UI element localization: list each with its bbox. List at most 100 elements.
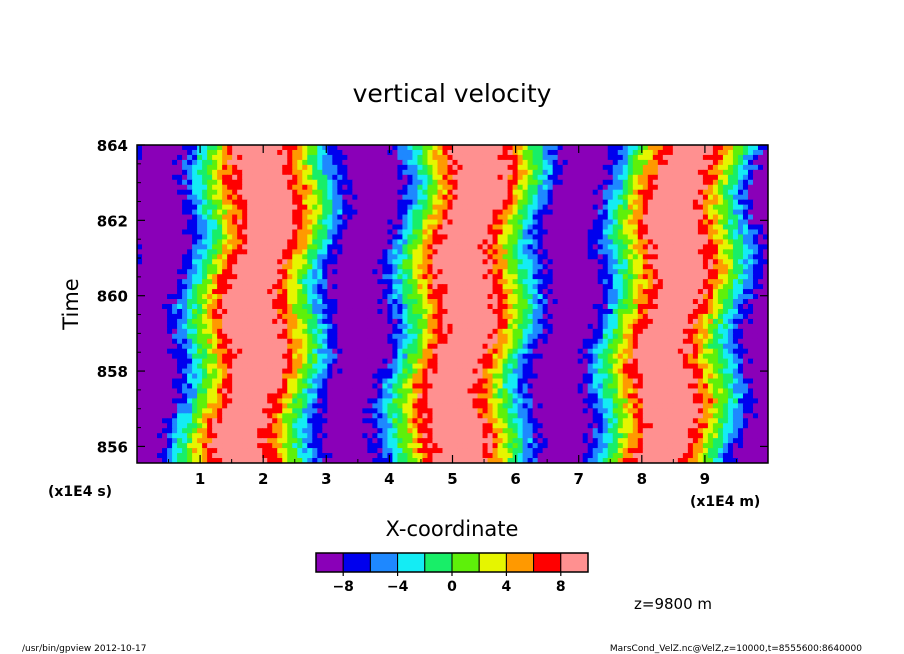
heatmap-cell — [432, 234, 439, 241]
heatmap-cell — [647, 145, 654, 151]
heatmap-cell — [567, 308, 574, 315]
heatmap-cell — [487, 219, 494, 226]
heatmap-cell — [362, 254, 368, 260]
heatmap-cell — [232, 323, 238, 330]
heatmap-cell — [552, 279, 559, 285]
heatmap-cell — [402, 308, 409, 315]
heatmap-cell — [297, 154, 303, 161]
heatmap-cell — [657, 204, 664, 211]
heatmap-cell — [372, 189, 378, 196]
heatmap-cell — [707, 164, 714, 171]
heatmap-cell — [647, 239, 654, 245]
heatmap-cell — [272, 239, 278, 245]
heatmap-cell — [327, 154, 333, 161]
heatmap-cell — [402, 259, 409, 265]
heatmap-cell — [557, 159, 564, 166]
heatmap-cell — [517, 284, 524, 290]
heatmap-cell — [417, 328, 424, 335]
heatmap-cell — [337, 194, 343, 201]
heatmap-cell — [442, 179, 449, 186]
heatmap-cell — [747, 294, 754, 300]
heatmap-cell — [677, 249, 684, 255]
heatmap-cell — [732, 145, 739, 151]
heatmap-cell — [212, 229, 218, 236]
heatmap-cell — [467, 184, 474, 191]
heatmap-cell — [637, 299, 644, 305]
heatmap-cell — [447, 304, 454, 310]
heatmap-cell — [427, 169, 434, 176]
heatmap-cell — [457, 234, 464, 241]
heatmap-cell — [707, 318, 714, 325]
heatmap-cell — [602, 244, 609, 250]
heatmap-cell — [487, 239, 494, 245]
heatmap-cell — [292, 254, 298, 260]
heatmap-cell — [302, 154, 308, 161]
heatmap-cell — [552, 299, 559, 305]
heatmap-cell — [152, 313, 158, 320]
heatmap-cell — [397, 169, 404, 176]
heatmap-cell — [147, 274, 153, 280]
heatmap-cell — [562, 145, 569, 151]
heatmap-cell — [642, 279, 649, 285]
heatmap-cell — [637, 264, 644, 270]
heatmap-cell — [607, 313, 614, 320]
heatmap-cell — [317, 169, 323, 176]
heatmap-cell — [272, 214, 278, 221]
heatmap-cell — [612, 154, 619, 161]
heatmap-cell — [512, 174, 519, 181]
heatmap-cell — [592, 189, 599, 196]
heatmap-cell — [197, 189, 203, 196]
heatmap-cell — [552, 264, 559, 270]
heatmap-cell — [722, 259, 729, 265]
heatmap-cell — [732, 318, 739, 325]
heatmap-cell — [232, 284, 238, 290]
heatmap-cell — [577, 174, 584, 181]
heatmap-cell — [452, 169, 459, 176]
heatmap-cell — [292, 323, 298, 330]
heatmap-cell — [622, 199, 629, 206]
heatmap-cell — [362, 189, 368, 196]
heatmap-cell — [457, 179, 464, 186]
heatmap-cell — [272, 308, 278, 315]
heatmap-cell — [682, 269, 689, 275]
heatmap-cell — [462, 289, 469, 295]
heatmap-cell — [532, 149, 539, 156]
heatmap-cell — [227, 174, 233, 181]
heatmap-cell — [502, 145, 509, 151]
heatmap-cell — [752, 174, 759, 181]
heatmap-cell — [547, 294, 554, 300]
heatmap-cell — [542, 308, 549, 315]
heatmap-cell — [742, 259, 749, 265]
heatmap-cell — [662, 219, 669, 226]
heatmap-cell — [682, 249, 689, 255]
heatmap-cell — [412, 184, 419, 191]
heatmap-cell — [622, 174, 629, 181]
heatmap-cell — [187, 159, 193, 166]
heatmap-cell — [537, 224, 544, 231]
heatmap-cell — [702, 249, 709, 255]
heatmap-cell — [222, 244, 228, 250]
heatmap-cell — [567, 145, 574, 151]
heatmap-cell — [422, 318, 429, 325]
heatmap-cell — [727, 234, 734, 241]
heatmap-cell — [617, 244, 624, 250]
heatmap-cell — [397, 194, 404, 201]
heatmap-cell — [332, 284, 338, 290]
heatmap-cell — [257, 308, 263, 315]
heatmap-cell — [277, 304, 283, 310]
heatmap-cell — [207, 269, 213, 275]
heatmap-cell — [512, 219, 519, 226]
heatmap-cell — [207, 194, 213, 201]
heatmap-cell — [382, 209, 388, 216]
heatmap-cell — [167, 164, 173, 171]
heatmap-cell — [457, 279, 464, 285]
heatmap-cell — [527, 259, 534, 265]
heatmap-cell — [762, 294, 768, 300]
heatmap-cell — [632, 284, 639, 290]
heatmap-cell — [347, 229, 353, 236]
heatmap-cell — [502, 279, 509, 285]
heatmap-cell — [587, 174, 594, 181]
heatmap-cell — [147, 328, 153, 335]
heatmap-cell — [277, 154, 283, 161]
heatmap-cell — [647, 264, 654, 270]
